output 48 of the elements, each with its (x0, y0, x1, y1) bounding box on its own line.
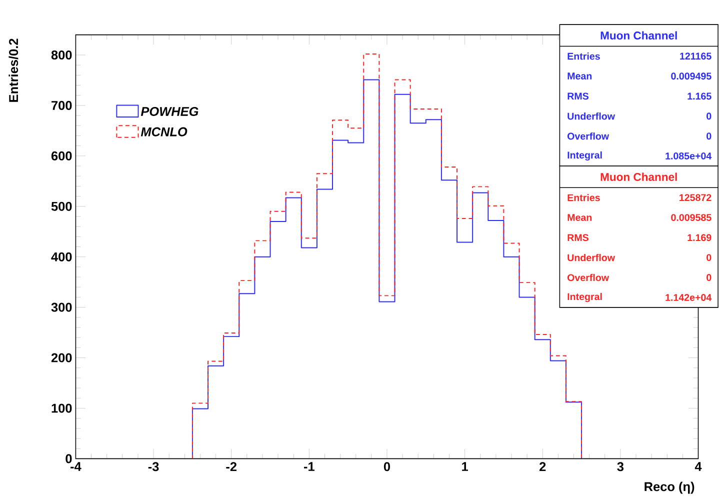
y-tick-label: 0 (66, 454, 72, 464)
annotation: 0.009585 (671, 214, 712, 222)
annotation: Entries (568, 194, 600, 202)
x-tick-label: 4 (694, 462, 702, 471)
y-tick-label: 600 (51, 151, 72, 160)
annotation: Mean (568, 214, 592, 221)
annotation: Overflow (567, 274, 610, 282)
y-tick-label: 300 (51, 302, 72, 312)
x-tick-label: -1 (304, 462, 314, 471)
x-tick-label: -4 (70, 462, 82, 471)
text: 0 (706, 254, 712, 262)
y-tick-label: 100 (52, 404, 72, 413)
text: 0 (706, 132, 712, 140)
x-tick-label: 0 (384, 462, 390, 472)
text: 0 (706, 274, 712, 282)
annotation: Muon Channel (600, 172, 677, 181)
x-tick-label: 3 (617, 462, 624, 472)
annotation: Overflow (567, 132, 610, 140)
legend-label: POWHEG (140, 106, 198, 116)
legend-label: MCNLO (140, 127, 188, 136)
annotation: 121165 (680, 52, 712, 60)
annotation: 1.165 (688, 92, 712, 100)
annotation: 0.009495 (671, 72, 712, 80)
y-tick-label: 200 (51, 353, 72, 362)
annotation: 1.169 (688, 234, 712, 242)
x-tick-label: -2 (226, 462, 237, 472)
annotation: 1.142e+04 (666, 294, 712, 301)
annotation: Underflow (568, 254, 616, 262)
annotation: Underflow (568, 112, 616, 120)
x-tick-label: 2 (540, 462, 546, 472)
y-axis-title: Entries/0.2 (8, 38, 18, 102)
text: 0 (706, 112, 712, 120)
annotation: RMS (568, 234, 588, 242)
annotation: Integral (568, 292, 602, 302)
annotation: 125872 (680, 194, 712, 202)
annotation: Entries (568, 52, 600, 60)
x-tick-label: -3 (148, 462, 159, 472)
y-tick-label: 800 (51, 50, 72, 60)
y-tick-label: 400 (51, 252, 72, 262)
annotation: Mean (568, 72, 592, 80)
annotation: 1.085e+04 (666, 152, 712, 160)
x-tick-label: 1 (462, 462, 468, 471)
annotation: Muon Channel (600, 31, 677, 40)
annotation: Integral (568, 151, 602, 161)
x-axis-title: Reco (η) (644, 482, 694, 494)
y-tick-label: 700 (52, 100, 72, 110)
annotation: RMS (568, 92, 588, 100)
y-tick-label: 500 (51, 202, 72, 211)
